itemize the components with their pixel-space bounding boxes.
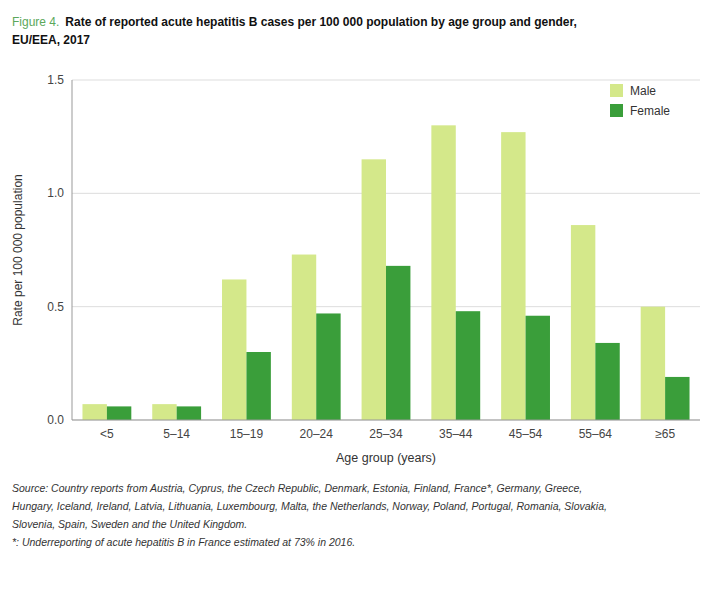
bars bbox=[82, 125, 689, 420]
bar bbox=[82, 404, 106, 420]
chart-container: Figure 4. Rate of reported acute hepatiti… bbox=[0, 0, 720, 612]
bar bbox=[107, 406, 131, 420]
grid-line bbox=[72, 420, 700, 421]
bar bbox=[456, 311, 480, 420]
figure-label: Figure 4. bbox=[12, 15, 59, 29]
bar bbox=[595, 343, 619, 420]
bar bbox=[316, 313, 340, 420]
legend-label: Female bbox=[630, 104, 670, 118]
x-axis-label: Age group (years) bbox=[336, 451, 436, 465]
bar bbox=[526, 316, 550, 420]
x-tick-label: <5 bbox=[100, 427, 114, 441]
source-note: *: Underreporting of acute hepatitis B i… bbox=[12, 536, 355, 548]
y-axis: 0.0 0.5 1.0 1.5 bbox=[47, 73, 700, 427]
legend-label: Male bbox=[630, 84, 656, 98]
grid-line bbox=[72, 80, 700, 81]
bar bbox=[431, 125, 455, 420]
bar bbox=[246, 352, 270, 420]
legend-swatch bbox=[610, 104, 623, 117]
bar bbox=[292, 255, 316, 420]
x-tick-label: 15–19 bbox=[230, 427, 264, 441]
x-tick-label: 25–34 bbox=[369, 427, 403, 441]
legend: Male Female bbox=[610, 84, 670, 118]
x-axis: <5 5–14 15–19 20–24 25–34 35–44 45–54 55–64 ≥65 bbox=[100, 427, 675, 441]
bar bbox=[571, 225, 595, 420]
bar bbox=[152, 404, 176, 420]
bar bbox=[386, 266, 410, 420]
bar bbox=[641, 307, 665, 420]
source-note: Source: Country reports from Austria, Cy… bbox=[12, 482, 582, 494]
y-tick-label: 1.0 bbox=[47, 186, 64, 200]
y-tick-label: 1.5 bbox=[47, 73, 64, 87]
bar bbox=[222, 279, 246, 420]
bar bbox=[362, 159, 386, 420]
bar bbox=[665, 377, 689, 420]
x-axis-line bbox=[72, 420, 700, 421]
x-tick-label: 20–24 bbox=[300, 427, 334, 441]
source-note: Slovenia, Spain, Sweden and the United K… bbox=[12, 518, 247, 530]
title: EU/EEA, 2017 bbox=[12, 33, 90, 47]
y-tick-label: 0.0 bbox=[47, 413, 64, 427]
x-tick-label: 35–44 bbox=[439, 427, 473, 441]
x-tick-label: 5–14 bbox=[163, 427, 190, 441]
x-tick-label: 55–64 bbox=[579, 427, 613, 441]
x-tick-label: 45–54 bbox=[509, 427, 543, 441]
x-tick-label: ≥65 bbox=[655, 427, 675, 441]
y-axis-line bbox=[72, 80, 73, 420]
source-notes: Source: Country reports from Austria, Cy… bbox=[12, 482, 607, 548]
legend-swatch bbox=[610, 84, 623, 97]
bar bbox=[501, 132, 525, 420]
y-tick-label: 0.5 bbox=[47, 300, 64, 314]
title: Rate of reported acute hepatitis B cases… bbox=[65, 15, 576, 29]
background bbox=[0, 0, 720, 612]
y-axis-label: Rate per 100 000 population bbox=[11, 174, 25, 325]
source-note: Hungary, Iceland, Ireland, Latvia, Lithu… bbox=[12, 500, 607, 512]
chart: Figure 4. Rate of reported acute hepatiti… bbox=[0, 0, 720, 612]
bar bbox=[177, 406, 201, 420]
